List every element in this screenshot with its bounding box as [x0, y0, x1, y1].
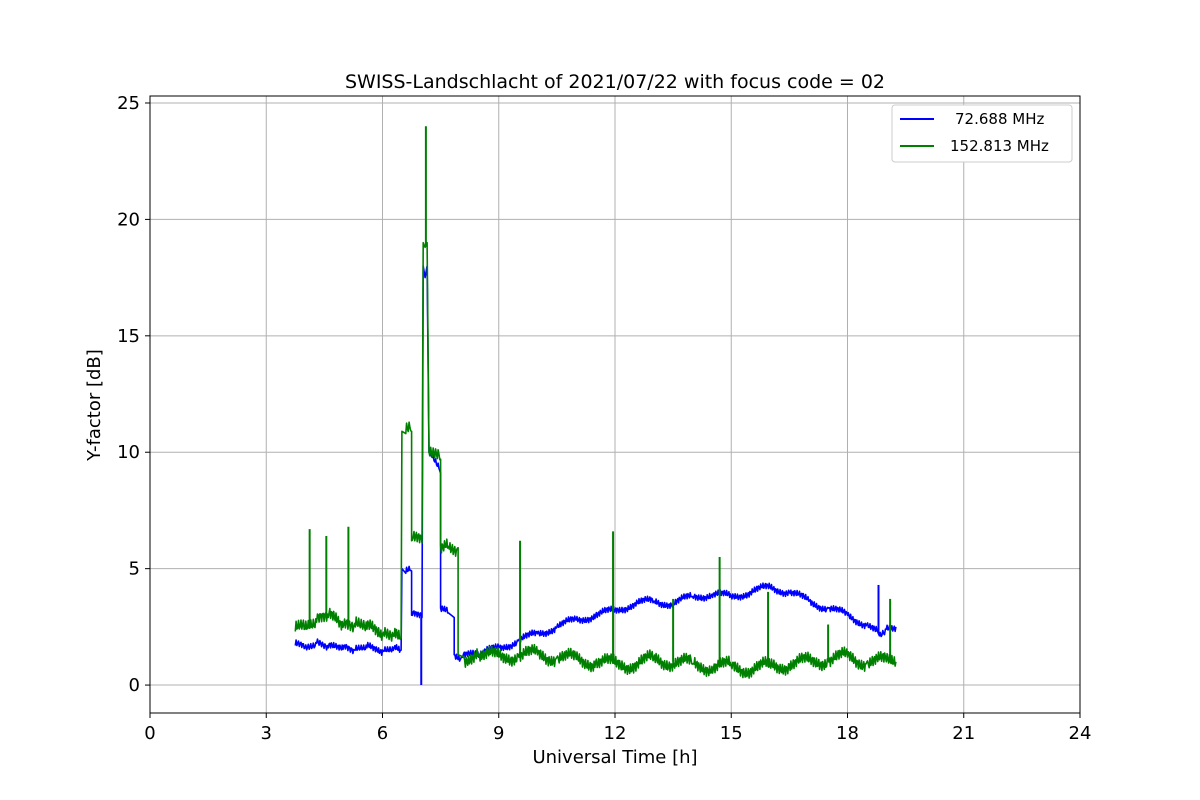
chart-title: SWISS-Landschlacht of 2021/07/22 with fo…	[345, 71, 885, 93]
x-tick-label: 0	[144, 723, 155, 744]
y-tick-label: 25	[117, 93, 140, 114]
y-tick-label: 10	[117, 442, 140, 463]
x-tick-label: 24	[1069, 723, 1092, 744]
y-tick-label: 20	[117, 209, 140, 230]
legend-label-72mhz: 72.688 MHz	[955, 110, 1044, 128]
x-axis-title: Universal Time [h]	[532, 747, 697, 768]
x-tick-label: 18	[836, 723, 859, 744]
y-tick-label: 15	[117, 326, 140, 347]
y-axis-title: Y-factor [dB]	[84, 349, 105, 462]
ticks: 0 3 6 9 12 15 18 21 24 0 5 10 15 20 25	[117, 93, 1091, 744]
series-layer	[294, 126, 897, 686]
x-tick-label: 12	[604, 723, 627, 744]
x-tick-label: 15	[720, 723, 743, 744]
series-152mhz-line	[294, 241, 897, 679]
series-72mhz-line	[294, 265, 897, 662]
x-tick-label: 21	[952, 723, 975, 744]
y-tick-label: 5	[129, 559, 140, 580]
legend: 72.688 MHz 152.813 MHz	[891, 104, 1073, 163]
x-tick-label: 6	[377, 723, 388, 744]
legend-box	[891, 104, 1073, 163]
legend-label-152mhz: 152.813 MHz	[950, 137, 1049, 155]
x-tick-label: 3	[261, 723, 272, 744]
x-tick-label: 9	[493, 723, 504, 744]
y-tick-label: 0	[129, 675, 140, 696]
